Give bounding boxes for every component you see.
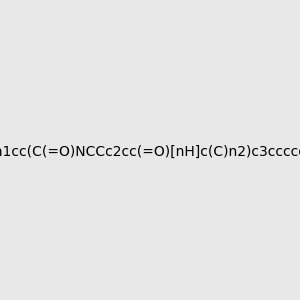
Text: Cn1cc(C(=O)NCCc2cc(=O)[nH]c(C)n2)c3ccccc13: Cn1cc(C(=O)NCCc2cc(=O)[nH]c(C)n2)c3ccccc… [0,145,300,158]
